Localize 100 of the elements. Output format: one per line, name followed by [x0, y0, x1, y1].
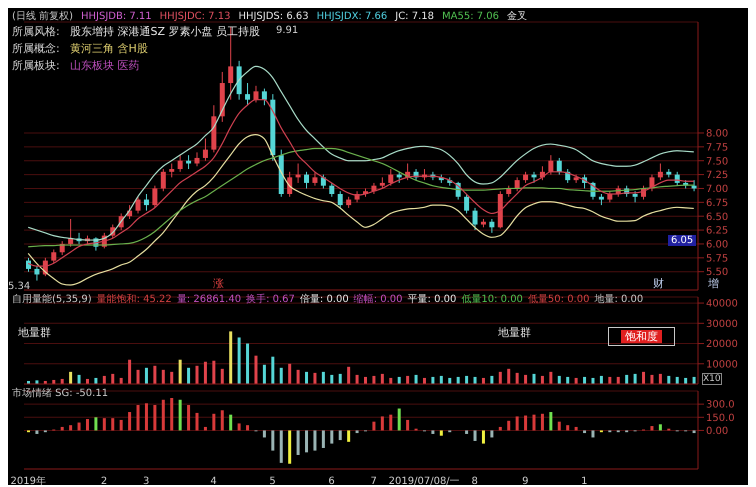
bar — [642, 372, 646, 384]
candlestick — [692, 180, 697, 192]
bar — [516, 372, 519, 384]
bar — [187, 368, 190, 384]
bar — [196, 366, 198, 384]
candlestick — [136, 196, 141, 214]
x-tick-label: 2 — [100, 476, 108, 487]
bar — [262, 430, 266, 438]
y-tick-label: 6.00 — [706, 239, 728, 250]
bar — [196, 412, 198, 430]
bar — [178, 360, 182, 384]
bar — [238, 423, 241, 430]
candlestick — [169, 162, 174, 178]
bar — [313, 372, 316, 384]
bar — [440, 376, 443, 384]
x-tick-label: 2019年 — [10, 475, 46, 487]
bar — [380, 416, 384, 430]
bar — [474, 430, 477, 441]
bar — [650, 426, 654, 430]
text: HHJSJDS: 6.63 — [238, 11, 309, 22]
text: JC: 7.18 — [395, 11, 434, 22]
text: X10 — [702, 373, 722, 385]
bar — [625, 374, 628, 384]
annotation: 所属概念: — [12, 41, 60, 56]
bar — [490, 376, 494, 384]
x-tick-label: 6 — [328, 476, 335, 487]
candlestick — [506, 185, 512, 198]
bar — [414, 374, 418, 384]
bar — [372, 376, 376, 384]
bar — [170, 372, 174, 384]
bar — [431, 376, 434, 384]
candlestick — [556, 157, 562, 176]
bar — [684, 378, 688, 384]
bar — [338, 430, 342, 440]
bar — [280, 368, 283, 384]
bar — [540, 414, 544, 430]
candlestick — [304, 171, 310, 189]
annotation: 市场情绪 SG: -50.11 — [12, 388, 108, 399]
bar — [162, 370, 165, 384]
bar — [406, 420, 410, 430]
candlestick — [160, 168, 166, 192]
annotation: 所属板块: — [12, 58, 60, 73]
bar — [288, 430, 292, 464]
candlestick — [186, 154, 192, 170]
bar — [600, 376, 603, 384]
bar — [422, 378, 426, 384]
bar — [524, 416, 528, 430]
candlestick — [632, 190, 638, 203]
candlestick — [607, 190, 612, 203]
bar — [389, 378, 392, 384]
bar — [540, 376, 544, 384]
x-tick-label: 5 — [269, 476, 276, 487]
annotation: 涨 — [213, 276, 224, 291]
candlestick — [202, 138, 208, 162]
bar — [162, 400, 165, 430]
bar — [465, 430, 468, 434]
bar — [271, 430, 274, 451]
bar — [347, 430, 350, 442]
bar — [608, 376, 612, 384]
x-tick-label: 9 — [522, 476, 528, 487]
bar — [120, 378, 123, 384]
bar — [153, 405, 156, 430]
bar — [398, 376, 401, 384]
x-tick-label: 1 — [581, 476, 588, 487]
y-tick-label: 6.25 — [706, 226, 728, 237]
bar — [330, 374, 334, 384]
annotation: 倍量: 0.00 — [300, 294, 349, 305]
y-tick-label: 40000 — [706, 298, 738, 310]
candlestick — [253, 85, 258, 103]
bar — [212, 414, 216, 430]
bar — [212, 360, 216, 384]
bar — [507, 420, 510, 430]
bar — [406, 376, 410, 384]
bar — [516, 416, 519, 430]
candlestick — [296, 162, 301, 184]
candlestick — [380, 176, 385, 189]
bar — [566, 425, 570, 430]
bar — [356, 374, 359, 384]
bar — [78, 374, 81, 384]
bar — [482, 430, 485, 444]
bar — [322, 372, 325, 384]
y-tick-label: 20000 — [706, 339, 738, 350]
bar — [271, 356, 274, 384]
annotation: 饱和度 — [621, 330, 662, 343]
bar — [558, 376, 561, 384]
annotation: 缩幅: 0.00 — [354, 294, 403, 305]
annotation: 山东板块 医药 — [70, 58, 140, 73]
bar — [330, 430, 334, 444]
bar — [667, 376, 670, 384]
bar — [254, 356, 258, 384]
bar — [102, 418, 106, 430]
bar — [431, 430, 434, 434]
annotation: 所属风格: — [12, 24, 60, 39]
y-tick-label: 7.75 — [706, 142, 728, 154]
bar — [574, 378, 578, 384]
bar — [676, 376, 679, 384]
annotation: 地量: 0.00 — [594, 294, 644, 305]
x-tick-label: 8 — [472, 476, 478, 487]
bar — [187, 405, 190, 430]
bar — [204, 362, 207, 384]
